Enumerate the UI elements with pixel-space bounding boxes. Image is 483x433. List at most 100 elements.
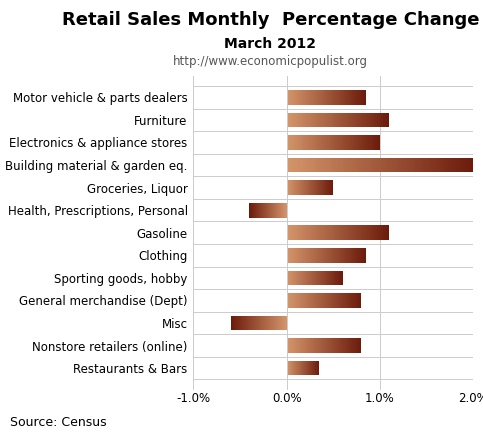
Bar: [292, 226, 293, 240]
Bar: [290, 113, 291, 127]
Bar: [380, 226, 381, 240]
Bar: [382, 226, 383, 240]
Bar: [295, 135, 296, 150]
Bar: [261, 316, 262, 330]
Bar: [322, 293, 323, 308]
Bar: [331, 271, 332, 285]
Bar: [357, 293, 358, 308]
Bar: [357, 135, 358, 150]
Bar: [319, 248, 320, 263]
Bar: [365, 248, 366, 263]
Bar: [253, 316, 254, 330]
Bar: [379, 113, 380, 127]
Bar: [375, 113, 376, 127]
Bar: [355, 90, 356, 105]
Bar: [290, 293, 291, 308]
Bar: [289, 113, 290, 127]
Bar: [286, 271, 287, 285]
Bar: [324, 293, 325, 308]
Bar: [232, 316, 233, 330]
Bar: [362, 248, 363, 263]
Bar: [344, 248, 345, 263]
Bar: [314, 248, 315, 263]
Bar: [287, 90, 288, 105]
Bar: [316, 248, 317, 263]
Bar: [311, 338, 312, 353]
Bar: [346, 293, 347, 308]
Bar: [333, 113, 334, 127]
Bar: [335, 135, 336, 150]
Bar: [380, 113, 381, 127]
Bar: [345, 248, 346, 263]
Bar: [387, 113, 388, 127]
Bar: [289, 226, 290, 240]
Bar: [242, 316, 243, 330]
Bar: [301, 113, 302, 127]
Bar: [318, 226, 319, 240]
Bar: [325, 135, 326, 150]
Bar: [471, 158, 473, 172]
Bar: [419, 158, 421, 172]
Bar: [266, 316, 267, 330]
Bar: [364, 226, 365, 240]
Bar: [276, 316, 277, 330]
Bar: [441, 158, 443, 172]
Bar: [343, 293, 344, 308]
Bar: [314, 226, 315, 240]
Bar: [334, 293, 335, 308]
Bar: [317, 226, 318, 240]
Bar: [367, 135, 368, 150]
Bar: [303, 158, 305, 172]
Bar: [301, 158, 303, 172]
Bar: [297, 135, 298, 150]
Bar: [357, 338, 358, 353]
Bar: [372, 226, 373, 240]
Bar: [315, 90, 316, 105]
Bar: [373, 135, 374, 150]
Bar: [406, 158, 408, 172]
Bar: [305, 113, 306, 127]
Bar: [371, 226, 372, 240]
Bar: [246, 316, 247, 330]
Bar: [326, 248, 327, 263]
Bar: [317, 113, 318, 127]
Bar: [323, 135, 324, 150]
Bar: [352, 158, 354, 172]
Bar: [319, 271, 320, 285]
Bar: [343, 113, 344, 127]
Bar: [307, 90, 308, 105]
Bar: [354, 248, 355, 263]
Bar: [293, 135, 294, 150]
Bar: [322, 271, 323, 285]
Bar: [305, 271, 306, 285]
Bar: [360, 113, 362, 127]
Bar: [338, 226, 339, 240]
Bar: [341, 158, 342, 172]
Bar: [240, 316, 241, 330]
Bar: [332, 293, 333, 308]
Bar: [312, 293, 313, 308]
Bar: [326, 135, 327, 150]
Bar: [301, 226, 302, 240]
Bar: [338, 90, 339, 105]
Bar: [307, 293, 308, 308]
Bar: [291, 293, 292, 308]
Bar: [308, 293, 309, 308]
Bar: [332, 248, 333, 263]
Bar: [300, 226, 301, 240]
Bar: [303, 90, 304, 105]
Bar: [293, 90, 294, 105]
Bar: [350, 226, 351, 240]
Bar: [324, 113, 325, 127]
Bar: [316, 271, 317, 285]
Bar: [316, 113, 317, 127]
Bar: [311, 90, 312, 105]
Bar: [348, 248, 349, 263]
Bar: [279, 316, 280, 330]
Bar: [361, 135, 362, 150]
Bar: [312, 135, 313, 150]
Bar: [316, 90, 317, 105]
Bar: [337, 248, 338, 263]
Bar: [347, 226, 348, 240]
Bar: [313, 113, 314, 127]
